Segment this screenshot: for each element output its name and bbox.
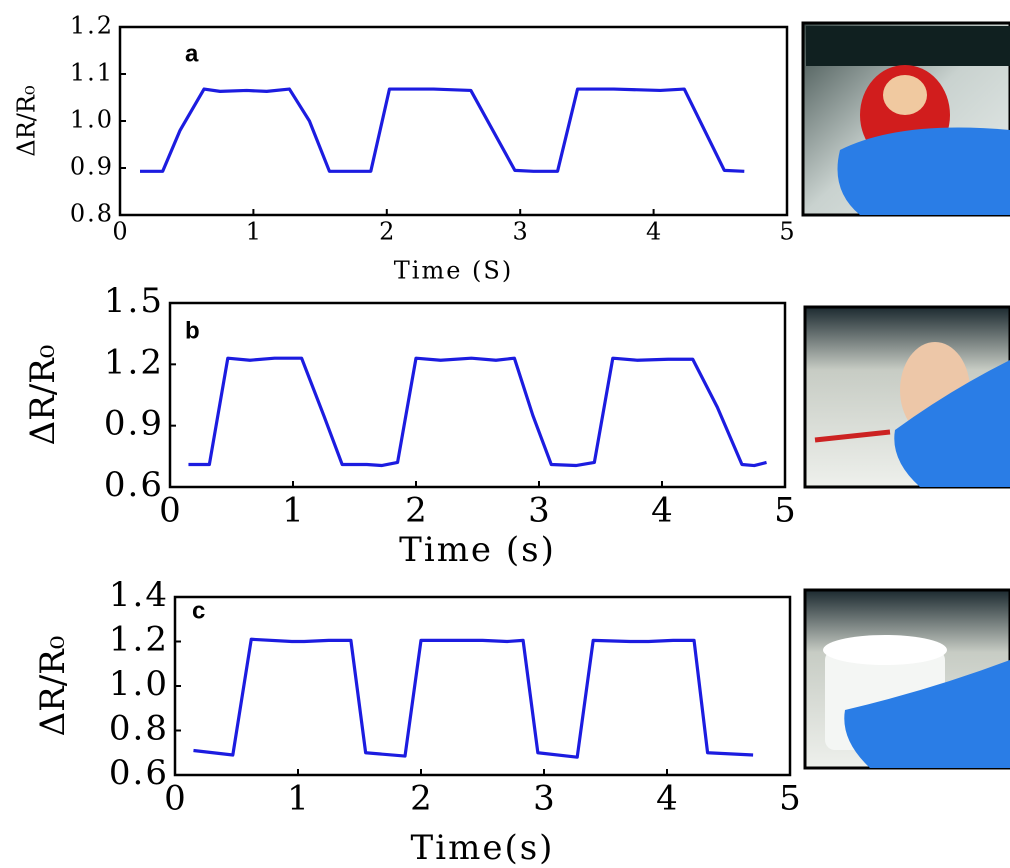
- x-tick-label: 1: [246, 218, 261, 246]
- y-axis-label: ΔR/R₀: [23, 345, 63, 446]
- y-tick-label: 1.2: [70, 12, 114, 40]
- x-tick-label: 4: [651, 491, 673, 531]
- y-tick-label: 1.1: [70, 59, 114, 87]
- y-tick-label: 1.2: [109, 620, 169, 660]
- plot-frame: [118, 25, 789, 217]
- panel-label: b: [185, 317, 200, 344]
- panel-label: c: [192, 597, 205, 624]
- x-axis-label: Time (s): [399, 530, 556, 570]
- y-tick-label: 0.8: [109, 709, 169, 749]
- x-tick-label: 5: [779, 779, 801, 819]
- y-tick-label: 1.0: [70, 106, 114, 134]
- y-tick-label: 1.0: [109, 664, 169, 704]
- plot-frame: [168, 301, 787, 489]
- photo: [803, 305, 1010, 489]
- x-axis-label: Time(s): [411, 828, 555, 868]
- y-tick-label: 0.9: [104, 404, 164, 444]
- data-line: [140, 87, 745, 173]
- y-axis-label: ΔR/R₀: [33, 636, 73, 737]
- x-tick-label: 3: [513, 218, 528, 246]
- y-tick-label: 0.8: [70, 200, 114, 228]
- panel-label: a: [185, 40, 199, 67]
- data-line: [188, 356, 767, 468]
- y-tick-label: 1.5: [104, 281, 164, 321]
- x-tick-label: 3: [533, 779, 555, 819]
- x-tick-label: 1: [282, 491, 304, 531]
- photo: [803, 588, 1010, 770]
- y-tick-label: 1.2: [104, 342, 164, 382]
- x-tick-label: 5: [774, 491, 796, 531]
- x-tick-label: 1: [287, 779, 309, 819]
- x-tick-label: 4: [646, 218, 661, 246]
- x-tick-label: 5: [779, 218, 794, 246]
- x-tick-label: 3: [528, 491, 550, 531]
- x-axis-label: Time (S): [394, 257, 513, 285]
- data-line: [193, 637, 754, 759]
- y-axis-label: ΔR/R₀: [13, 85, 41, 156]
- x-tick-label: 2: [405, 491, 427, 531]
- plot-frame: [173, 595, 792, 777]
- x-tick-label: 0: [164, 779, 186, 819]
- x-tick-label: 0: [159, 491, 181, 531]
- photo: [801, 21, 1010, 217]
- y-tick-label: 0.9: [70, 153, 114, 181]
- x-tick-label: 0: [112, 218, 127, 246]
- x-tick-label: 2: [410, 779, 432, 819]
- y-tick-label: 0.6: [104, 465, 164, 505]
- y-tick-label: 0.6: [109, 753, 169, 793]
- x-tick-label: 4: [656, 779, 678, 819]
- y-tick-label: 1.4: [109, 575, 169, 615]
- x-tick-label: 2: [379, 218, 394, 246]
